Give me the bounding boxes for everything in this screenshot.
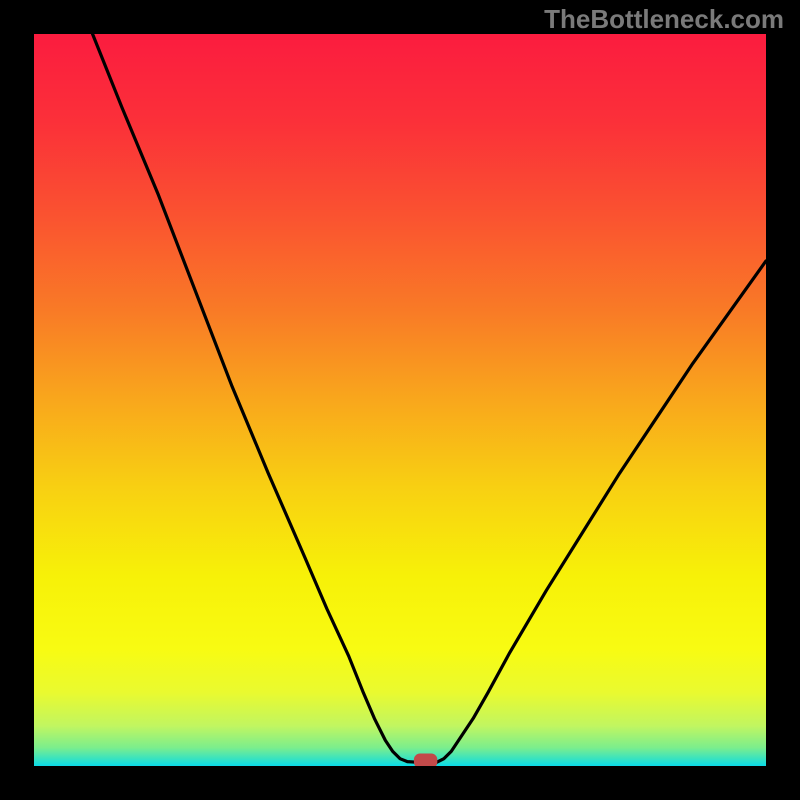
gradient-background — [34, 34, 766, 766]
chart-container: TheBottleneck.com — [0, 0, 800, 800]
watermark-label: TheBottleneck.com — [544, 4, 784, 35]
optimal-marker — [414, 754, 437, 766]
plot-area — [34, 34, 766, 766]
chart-svg — [34, 34, 766, 766]
